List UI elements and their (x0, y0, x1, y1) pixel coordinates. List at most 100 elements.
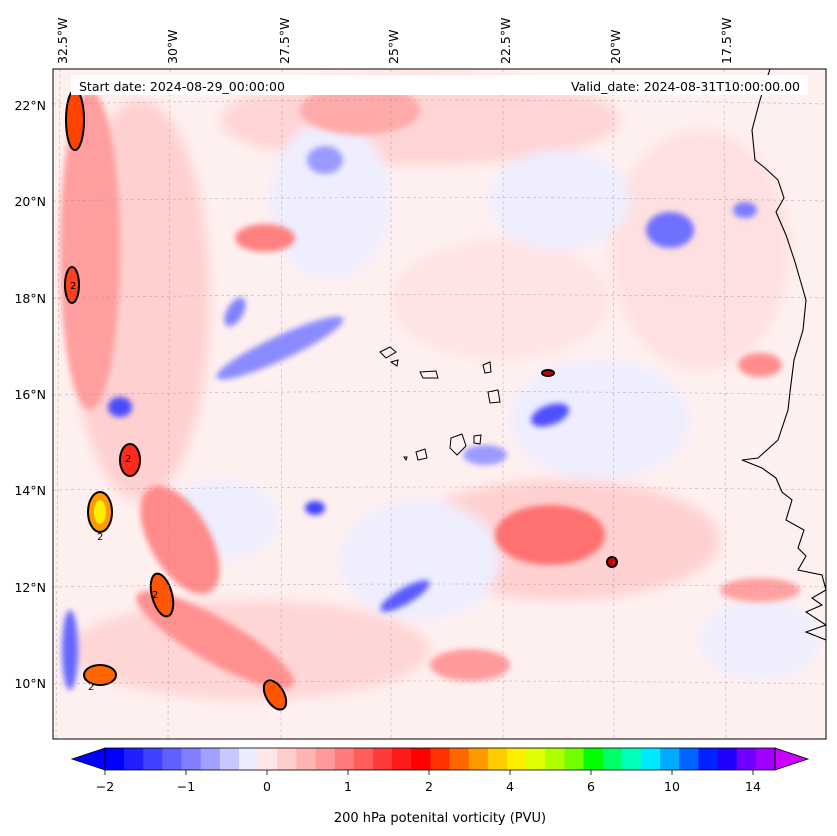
lon-label-22-5w: 22.5°W (498, 18, 513, 64)
colorbar-swatch (277, 748, 297, 770)
colorbar-swatch (392, 748, 412, 770)
colorbar-swatch (545, 748, 565, 770)
colorbar-swatch (526, 748, 546, 770)
cb-tick-label: −1 (177, 779, 195, 794)
colorbar-swatch (430, 748, 451, 770)
contour-label: 2 (88, 682, 94, 693)
latitude-labels: 22°N 20°N 18°N 16°N 14°N 12°N 10°N (14, 98, 46, 691)
colorbar-swatch (334, 748, 355, 770)
pv-field-medium (60, 85, 800, 690)
cb-tick-label: 6 (587, 779, 595, 794)
cb-tick-label: 14 (745, 779, 761, 794)
cb-tick-label: 0 (263, 779, 271, 794)
colorbar-swatch (162, 748, 183, 770)
island-outline (449, 433, 467, 456)
colorbar-swatch (698, 748, 719, 770)
colorbar-swatch (602, 748, 623, 770)
colorbar-swatch (449, 748, 470, 770)
colorbar-swatch (411, 748, 431, 770)
colorbar-extend-high (774, 747, 810, 771)
contour-label: 2 (97, 532, 103, 543)
pv-contour (119, 443, 141, 477)
lat-label-22n: 22°N (14, 98, 46, 113)
colorbar-label: 200 hPa potenital vorticity (PVU) (334, 811, 546, 826)
lon-label-20w: 20°W (608, 29, 623, 64)
colorbar-swatch (315, 748, 336, 770)
map-panel: 2 2 2 2 2 (53, 69, 826, 739)
colorbar-swatch (239, 748, 259, 770)
cb-tick-label: 10 (664, 779, 680, 794)
pv-contour (87, 491, 113, 533)
colorbar-swatch (468, 748, 489, 770)
island-outline (473, 434, 482, 445)
colorbar-swatch (353, 748, 374, 770)
islands (379, 346, 501, 462)
pv-contour-labels: 2 2 2 2 2 (70, 281, 158, 693)
pv-2-contours (64, 89, 618, 711)
pv-contour (149, 572, 175, 618)
island-outline (379, 346, 397, 359)
colorbar-swatch (258, 748, 278, 770)
lat-label-18n: 18°N (14, 291, 46, 306)
date-box (71, 75, 808, 95)
lon-label-27-5w: 27.5°W (277, 18, 292, 64)
cb-tick-label: 4 (506, 779, 514, 794)
longitude-labels: 32.5°W 30°W 27.5°W 25°W 22.5°W 20°W 17.5… (55, 18, 734, 64)
island-outline (487, 389, 501, 404)
lon-label-25w: 25°W (386, 29, 401, 64)
contour-label: 2 (125, 454, 131, 465)
island-outline (419, 370, 439, 379)
colorbar-swatch (755, 748, 776, 770)
colorbar-swatch (219, 748, 240, 770)
colorbar-swatch (487, 748, 508, 770)
colorbar-swatch (143, 748, 163, 770)
colorbar-swatch (564, 748, 585, 770)
contour-label: 2 (152, 590, 158, 601)
lon-label-30w: 30°W (165, 29, 180, 64)
colorbar-swatch (660, 748, 680, 770)
colorbar-swatch (679, 748, 699, 770)
colorbar-swatch (200, 748, 221, 770)
lat-label-10n: 10°N (14, 676, 46, 691)
start-date-text: Start date: 2024-08-29_00:00:00 (79, 79, 285, 94)
lat-label-20n: 20°N (14, 194, 46, 209)
colorbar-swatch (736, 748, 757, 770)
colorbar-swatch (105, 748, 125, 770)
colorbar-frame (104, 747, 776, 771)
pv-contour (606, 556, 618, 568)
pv-contour (83, 664, 117, 686)
island-outline (403, 456, 408, 462)
island-outline (482, 361, 492, 374)
colorbar-swatch (124, 748, 144, 770)
island-outline (389, 359, 399, 367)
colorbar-ticks: −2 −1 0 1 2 4 6 10 14 (96, 770, 761, 794)
valid-date-text: Valid_date: 2024-08-31T10:00:00.00 (571, 79, 800, 94)
colorbar-swatch (181, 748, 202, 770)
lon-label-17-5w: 17.5°W (719, 18, 734, 64)
island-outline (415, 448, 428, 461)
colorbar-swatch (296, 748, 317, 770)
map-frame (52, 68, 827, 740)
pv-contour (262, 679, 288, 711)
colorbar-swatch (507, 748, 527, 770)
lon-label-32-5w: 32.5°W (55, 18, 70, 64)
pv-contour (64, 266, 80, 304)
colorbar-swatch (717, 748, 738, 770)
colorbar-extend-low (70, 747, 106, 771)
cb-tick-label: 1 (344, 779, 352, 794)
colorbar: −2 −1 0 1 2 4 6 10 14 200 hPa potenital … (70, 747, 810, 826)
cb-tick-label: −2 (96, 779, 114, 794)
contour-label: 2 (70, 281, 76, 292)
cb-tick-label: 2 (425, 779, 433, 794)
colorbar-swatch (583, 748, 604, 770)
pv-field-strong (65, 90, 617, 710)
colorbar-swatch (641, 748, 661, 770)
african-coastline (741, 69, 826, 641)
colorbar-swatch (373, 748, 393, 770)
colorbar-swatches (105, 748, 776, 770)
lat-label-14n: 14°N (14, 483, 46, 498)
lat-label-16n: 16°N (14, 387, 46, 402)
gridlines (53, 69, 826, 739)
pv-contour (541, 369, 555, 377)
lat-label-12n: 12°N (14, 580, 46, 595)
